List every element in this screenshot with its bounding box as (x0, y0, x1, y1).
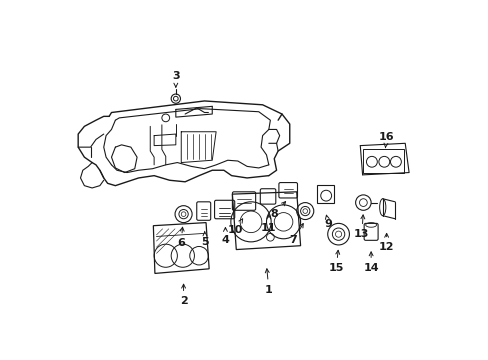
Bar (362, 149, 404, 173)
Text: 7: 7 (289, 224, 303, 244)
Text: 15: 15 (328, 250, 343, 273)
Text: 2: 2 (179, 284, 187, 306)
Text: 8: 8 (270, 202, 285, 219)
Text: 10: 10 (227, 219, 243, 235)
Text: 14: 14 (363, 252, 378, 273)
Text: 4: 4 (221, 228, 229, 244)
Text: 16: 16 (378, 132, 394, 148)
Text: 6: 6 (177, 227, 185, 248)
Text: 5: 5 (201, 231, 209, 247)
Text: 1: 1 (264, 269, 272, 294)
Text: 3: 3 (172, 71, 179, 87)
Bar (316, 185, 333, 203)
Text: 12: 12 (378, 233, 393, 252)
Text: 13: 13 (353, 215, 369, 239)
Text: 11: 11 (261, 215, 276, 233)
Text: 9: 9 (324, 215, 332, 229)
